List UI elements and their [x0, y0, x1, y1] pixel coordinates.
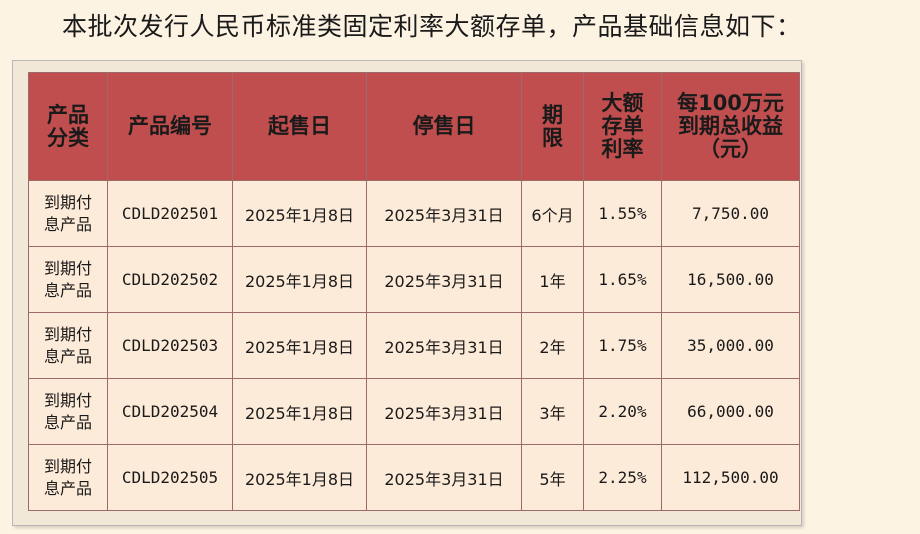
header-code: 产品编号 [107, 72, 233, 181]
cell-end-date: 2025年3月31日 [366, 378, 522, 445]
table-image-frame: 产品分类 产品编号 起售日 停售日 期限 大额存单利率 每100万元到期总收益（… [12, 60, 802, 526]
table-row: 到期付息产品 CDLD202501 2025年1月8日 2025年3月31日 6个月 1.… [28, 180, 800, 247]
cell-start-date: 2025年1月8日 [232, 378, 367, 445]
table-header-row: 产品分类 产品编号 起售日 停售日 期限 大额存单利率 每100万元到期总收益（… [28, 72, 800, 181]
cell-term: 2年 [521, 312, 584, 379]
cell-end-date: 2025年3月31日 [366, 444, 522, 511]
header-rate: 大额存单利率 [583, 72, 662, 181]
cell-term: 6个月 [521, 180, 584, 247]
table-row: 到期付息产品 CDLD202504 2025年1月8日 2025年3月31日 3年 2.2… [28, 378, 800, 445]
header-yield: 每100万元到期总收益（元） [661, 72, 800, 181]
header-start-date: 起售日 [232, 72, 367, 181]
intro-paragraph: 本批次发行人民币标准类固定利率大额存单，产品基础信息如下： [62, 12, 802, 41]
cell-end-date: 2025年3月31日 [366, 246, 522, 313]
cell-rate: 2.20% [583, 378, 662, 445]
cell-category: 到期付息产品 [28, 180, 108, 247]
product-info-table: 产品分类 产品编号 起售日 停售日 期限 大额存单利率 每100万元到期总收益（… [28, 72, 800, 511]
cell-yield: 16,500.00 [661, 246, 800, 313]
table-row: 到期付息产品 CDLD202505 2025年1月8日 2025年3月31日 5年 2.2… [28, 444, 800, 511]
cell-rate: 1.55% [583, 180, 662, 247]
cell-term: 5年 [521, 444, 584, 511]
cell-term: 1年 [521, 246, 584, 313]
cell-product-code: CDLD202505 [107, 444, 233, 511]
cell-yield: 66,000.00 [661, 378, 800, 445]
cell-category: 到期付息产品 [28, 444, 108, 511]
cell-rate: 1.65% [583, 246, 662, 313]
cell-product-code: CDLD202504 [107, 378, 233, 445]
cell-rate: 2.25% [583, 444, 662, 511]
table-row: 到期付息产品 CDLD202503 2025年1月8日 2025年3月31日 2年 1.7… [28, 312, 800, 379]
cell-product-code: CDLD202501 [107, 180, 233, 247]
header-category: 产品分类 [28, 72, 108, 181]
cell-term: 3年 [521, 378, 584, 445]
header-term: 期限 [521, 72, 584, 181]
cell-yield: 7,750.00 [661, 180, 800, 247]
cell-end-date: 2025年3月31日 [366, 312, 522, 379]
cell-start-date: 2025年1月8日 [232, 444, 367, 511]
cell-start-date: 2025年1月8日 [232, 312, 367, 379]
cell-category: 到期付息产品 [28, 378, 108, 445]
cell-rate: 1.75% [583, 312, 662, 379]
cell-category: 到期付息产品 [28, 312, 108, 379]
cell-category: 到期付息产品 [28, 246, 108, 313]
cell-yield: 35,000.00 [661, 312, 800, 379]
cell-product-code: CDLD202502 [107, 246, 233, 313]
header-end-date: 停售日 [366, 72, 522, 181]
cell-start-date: 2025年1月8日 [232, 180, 367, 247]
cell-end-date: 2025年3月31日 [366, 180, 522, 247]
cell-start-date: 2025年1月8日 [232, 246, 367, 313]
cell-product-code: CDLD202503 [107, 312, 233, 379]
cell-yield: 112,500.00 [661, 444, 800, 511]
table-row: 到期付息产品 CDLD202502 2025年1月8日 2025年3月31日 1年 1.6… [28, 246, 800, 313]
